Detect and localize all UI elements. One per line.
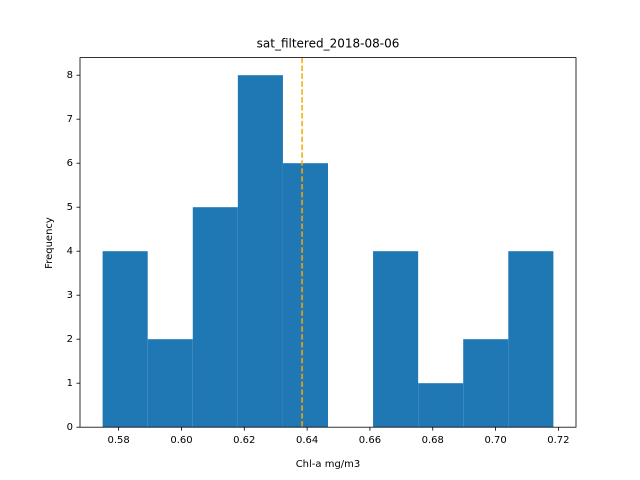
chart-title: sat_filtered_2018-08-06 (257, 37, 400, 51)
x-tick-label: 0.60 (170, 435, 192, 446)
x-tick-label: 0.72 (547, 435, 569, 446)
bar (373, 251, 419, 428)
bar (147, 339, 193, 428)
y-tick-label: 3 (67, 290, 73, 301)
x-tick-label: 0.66 (359, 435, 381, 446)
axes-frame (79, 57, 577, 428)
bar (508, 251, 554, 428)
bar (463, 339, 509, 428)
y-tick-label: 7 (67, 114, 73, 125)
y-tick-label: 6 (67, 158, 73, 169)
y-tick-label: 8 (67, 70, 73, 81)
y-tick-label: 4 (67, 246, 73, 257)
x-tick-label: 0.64 (296, 435, 318, 446)
x-tick-label: 0.68 (422, 435, 444, 446)
y-tick-label: 0 (67, 422, 73, 433)
bar (418, 383, 464, 428)
y-tick-label: 5 (67, 202, 73, 213)
bar (282, 163, 328, 428)
bar (237, 75, 283, 428)
x-tick-label: 0.62 (233, 435, 255, 446)
y-axis-label: Frequency (44, 217, 55, 269)
x-tick-label: 0.58 (108, 435, 130, 446)
x-axis-label: Chl-a mg/m3 (296, 459, 361, 470)
y-tick-label: 2 (67, 334, 73, 345)
x-tick-label: 0.70 (484, 435, 506, 446)
y-tick-label: 1 (67, 378, 73, 389)
bar (192, 207, 238, 428)
bar (102, 251, 148, 428)
